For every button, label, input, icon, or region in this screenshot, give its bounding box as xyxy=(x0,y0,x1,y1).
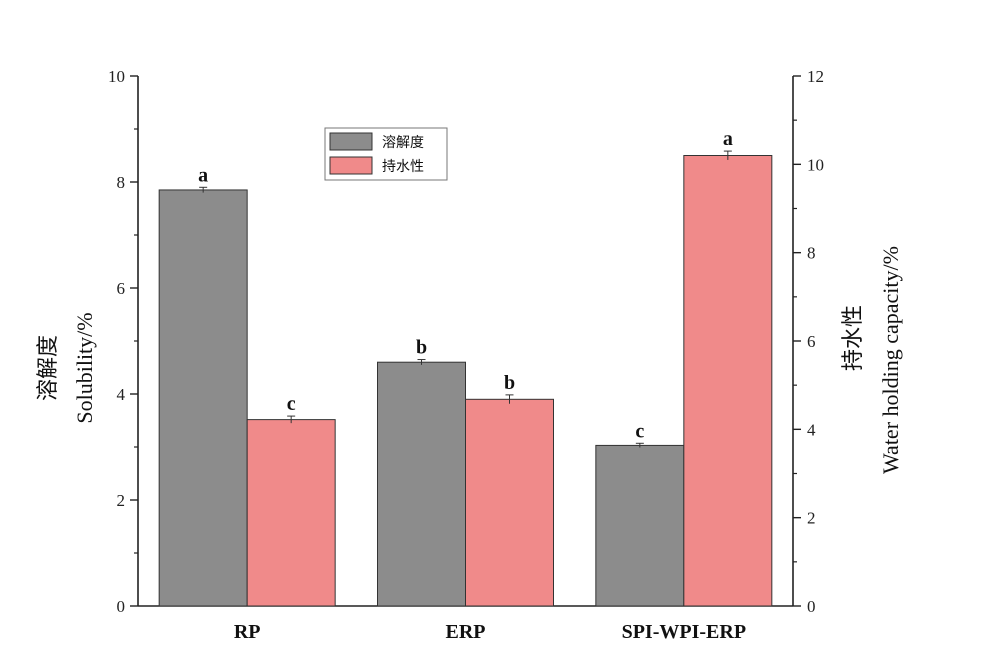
left-tick-label: 0 xyxy=(117,597,126,616)
left-axis-title-en-group: Solubility/% xyxy=(72,312,97,423)
left-y-axis: 0 2 4 6 8 10 xyxy=(108,67,138,616)
category-label: SPI-WPI-ERP xyxy=(622,621,746,643)
legend-swatch-solubility xyxy=(329,132,373,151)
bars-layer: a c b b c a xyxy=(158,128,773,607)
bar-whc xyxy=(465,398,554,607)
right-tick-label: 12 xyxy=(807,67,824,86)
left-axis-title-en: Solubility/% xyxy=(72,312,97,423)
significance-label: b xyxy=(504,372,515,394)
left-tick-label: 2 xyxy=(117,491,126,510)
right-axis-title-en: Water holding capacity/% xyxy=(878,246,903,474)
left-axis-title-cn: 溶解度 xyxy=(35,335,60,401)
category-label: ERP xyxy=(446,621,486,643)
significance-label: b xyxy=(416,337,427,359)
right-tick-label: 10 xyxy=(807,155,824,174)
left-tick-label: 8 xyxy=(117,173,126,192)
significance-label: a xyxy=(198,164,208,186)
right-tick-label: 4 xyxy=(807,420,816,439)
bar-whc xyxy=(683,155,773,607)
left-axis-title: 溶解度 xyxy=(35,335,60,401)
bar-solubility xyxy=(158,189,248,607)
significance-label: a xyxy=(723,128,733,150)
category-label: RP xyxy=(234,621,261,643)
left-tick-label: 10 xyxy=(108,67,125,86)
right-axis-title-cn: 持水性 xyxy=(840,305,865,371)
category-labels: RP ERP SPI-WPI-ERP xyxy=(234,621,746,643)
bar-solubility xyxy=(377,361,466,607)
right-tick-label: 6 xyxy=(807,332,816,351)
bar-whc xyxy=(246,419,336,607)
right-tick-label: 0 xyxy=(807,597,816,616)
right-y-axis: 0 2 4 6 8 10 12 xyxy=(793,67,824,616)
left-tick-label: 6 xyxy=(117,279,126,298)
right-tick-label: 2 xyxy=(807,509,816,528)
right-axis-title-en-group: Water holding capacity/% xyxy=(878,246,903,474)
legend-label-solubility: 溶解度 xyxy=(382,135,424,151)
significance-label: c xyxy=(287,393,296,415)
right-tick-label: 8 xyxy=(807,244,816,263)
right-axis-title-cn-group: 持水性 xyxy=(840,305,865,371)
legend: 溶解度 持水性 xyxy=(324,127,448,181)
legend-label-whc: 持水性 xyxy=(382,159,424,175)
legend-swatch-whc xyxy=(329,156,373,175)
significance-label: c xyxy=(635,420,644,442)
left-tick-label: 4 xyxy=(117,385,126,404)
bar-solubility xyxy=(595,444,685,607)
